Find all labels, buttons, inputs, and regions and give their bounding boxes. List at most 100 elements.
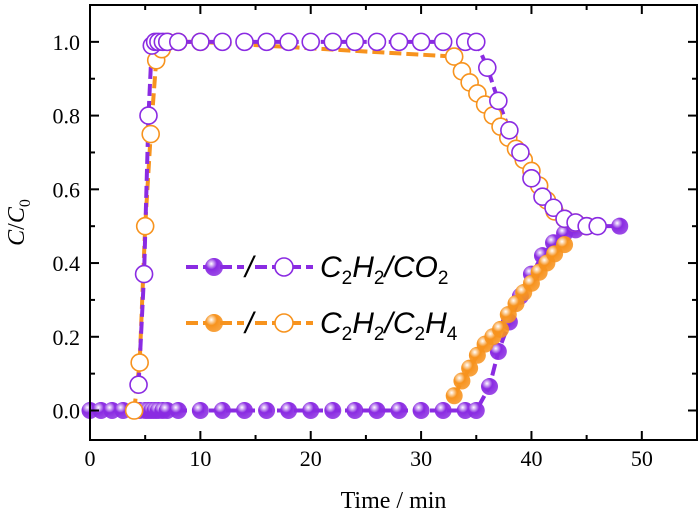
legend-label: C2H2/C2H4 — [320, 307, 458, 345]
legend-label-part: /CO — [383, 251, 438, 284]
marker-ch_co2_filled — [302, 402, 320, 420]
legend-marker-filled — [205, 314, 223, 332]
legend-label-part: 2 — [415, 324, 426, 345]
legend-label-part: 2 — [374, 268, 385, 289]
legend-label-part: 2 — [342, 324, 353, 345]
legend-marker-filled — [205, 258, 223, 276]
x-tick-label: 0 — [85, 446, 96, 471]
marker-ch_co2_filled — [191, 402, 209, 420]
y-label-c0: C — [4, 206, 30, 223]
legend-marker-open — [274, 257, 294, 277]
y-label-sub: 0 — [17, 199, 34, 207]
legend-marker-open — [274, 313, 294, 333]
y-tick-label: 0.4 — [53, 251, 81, 276]
series-markers — [81, 32, 629, 420]
marker-ch_co2_filled — [412, 402, 430, 420]
axis-ticks: 0 10 20 30 40 50 0.0 0.2 0.4 0.6 0.8 1.0 — [53, 5, 697, 471]
marker-ch_co2_open — [533, 187, 552, 206]
marker-ch_c2h4_filled — [461, 359, 479, 377]
marker-ch_co2_open — [522, 168, 541, 188]
legend-label-part: 2 — [438, 268, 449, 289]
legend-label-part: 2 — [342, 268, 353, 289]
x-tick-label: 10 — [189, 446, 211, 471]
series-line-ch_c2h4_open — [132, 39, 588, 411]
legend-label-part: C — [320, 251, 342, 284]
legend-label-part: /C — [383, 307, 415, 340]
marker-ch_c2h4_filled — [556, 236, 574, 254]
marker-ch_c2h4_open — [444, 47, 464, 66]
marker-ch_co2_open — [301, 32, 321, 52]
plot-frame — [89, 4, 698, 441]
marker-ch_co2_open — [235, 32, 254, 52]
marker-ch_co2_filled — [489, 343, 507, 361]
legend-label-part: 4 — [447, 324, 458, 345]
y-label-c: C — [4, 229, 30, 246]
marker-ch_c2h4_filled — [492, 320, 510, 338]
marker-ch_co2_filled — [258, 402, 276, 420]
y-label-slash: / — [4, 223, 30, 230]
legend-label-part: H — [425, 307, 447, 340]
legend-label-part: 2 — [374, 324, 385, 345]
legend-label-part: C — [320, 307, 342, 340]
marker-ch_co2_open — [345, 32, 365, 52]
marker-ch_co2_open — [139, 106, 158, 125]
marker-ch_co2_open — [279, 32, 298, 52]
marker-ch_co2_filled — [611, 217, 629, 235]
marker-ch_co2_filled — [368, 402, 386, 420]
legend-separator: / — [243, 307, 256, 340]
series-lines — [90, 39, 620, 413]
x-tick-label: 20 — [300, 446, 322, 471]
marker-ch_co2_open — [588, 216, 607, 236]
marker-ch_c2h4_open — [141, 124, 160, 144]
y-tick-label: 0.2 — [53, 325, 81, 350]
marker-ch_co2_open — [544, 198, 563, 218]
marker-ch_co2_filled — [346, 402, 364, 420]
marker-ch_c2h4_filled — [453, 372, 471, 390]
marker-ch_co2_filled — [169, 402, 187, 420]
y-axis-label: C/C0 — [4, 199, 34, 246]
marker-ch_co2_open — [129, 375, 148, 395]
marker-ch_co2_open — [367, 32, 387, 52]
marker-ch_co2_open — [433, 32, 453, 52]
marker-ch_co2_filled — [280, 402, 298, 420]
marker-ch_co2_open — [257, 32, 276, 52]
legend: / C2H2/CO2/C2H2/C2H4 — [186, 251, 458, 345]
marker-ch_co2_filled — [481, 378, 499, 396]
marker-ch_co2_open — [191, 32, 210, 52]
marker-ch_co2_open — [489, 91, 508, 111]
y-tick-label: 0.6 — [53, 177, 81, 202]
x-tick-label: 50 — [631, 446, 653, 471]
x-axis-label: Time / min — [341, 488, 447, 514]
marker-ch_co2_open — [500, 121, 519, 140]
marker-ch_co2_open — [134, 264, 154, 284]
x-tick-label: 40 — [520, 446, 542, 471]
marker-ch_co2_open — [213, 32, 232, 52]
marker-ch_co2_open — [478, 58, 497, 77]
marker-ch_co2_filled — [390, 402, 408, 420]
marker-ch_co2_open — [389, 32, 409, 52]
marker-ch_co2_filled — [467, 402, 485, 420]
legend-separator: / — [243, 251, 256, 284]
y-tick-label: 0.8 — [53, 104, 81, 129]
marker-ch_c2h4_open — [124, 401, 144, 420]
marker-ch_co2_open — [168, 32, 188, 52]
marker-ch_co2_filled — [213, 402, 231, 420]
marker-ch_co2_open — [466, 32, 486, 52]
legend-label-part: H — [352, 307, 374, 340]
marker-ch_co2_open — [511, 143, 530, 162]
legend-label-part: H — [352, 251, 374, 284]
y-tick-label: 0.0 — [53, 399, 81, 424]
marker-ch_co2_filled — [324, 402, 342, 420]
marker-ch_c2h4_open — [135, 216, 155, 236]
marker-ch_c2h4_open — [130, 353, 149, 372]
marker-ch_co2_open — [323, 32, 343, 52]
y-tick-label: 1.0 — [53, 30, 81, 55]
marker-ch_co2_open — [411, 32, 431, 52]
legend-label: C2H2/CO2 — [320, 251, 448, 289]
marker-ch_co2_filled — [236, 402, 254, 420]
x-tick-label: 30 — [410, 446, 432, 471]
marker-ch_co2_filled — [434, 402, 452, 420]
marker-ch_c2h4_filled — [445, 387, 463, 405]
